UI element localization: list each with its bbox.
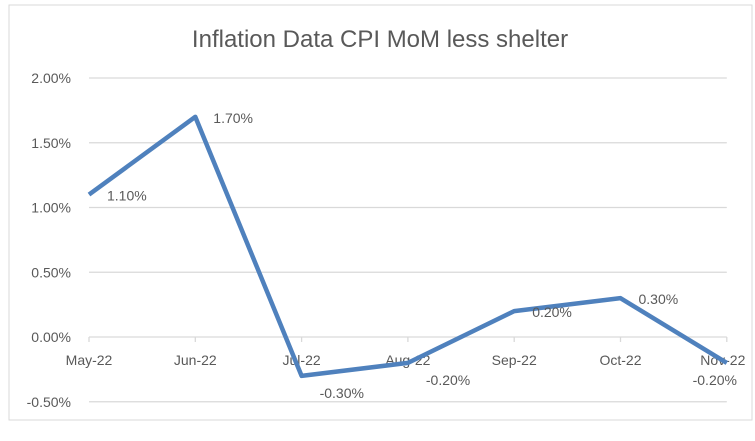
data-label: -0.30%	[320, 385, 364, 401]
data-label: -0.20%	[426, 372, 470, 388]
chart-title: Inflation Data CPI MoM less shelter	[192, 26, 568, 53]
chart-border	[8, 4, 753, 421]
x-tick-label: Sep-22	[492, 352, 537, 368]
x-tick-label: May-22	[66, 352, 113, 368]
data-label: 0.20%	[532, 304, 572, 320]
data-label: 1.70%	[213, 110, 253, 126]
data-label: -0.20%	[693, 372, 737, 388]
y-tick-label: 2.00%	[31, 70, 71, 86]
data-label: 0.30%	[639, 291, 679, 307]
y-tick-label: 1.50%	[31, 135, 71, 151]
x-tick-label: Oct-22	[599, 352, 641, 368]
data-label: 1.10%	[107, 188, 147, 204]
y-tick-label: 1.00%	[31, 200, 71, 216]
series-line	[87, 114, 728, 379]
y-tick-label: 0.50%	[31, 264, 71, 280]
y-tick-label: 0.00%	[31, 329, 71, 345]
x-tick-label: Jul-22	[283, 352, 321, 368]
y-tick-label: -0.50%	[27, 394, 71, 410]
x-tick-label: Jun-22	[174, 352, 217, 368]
